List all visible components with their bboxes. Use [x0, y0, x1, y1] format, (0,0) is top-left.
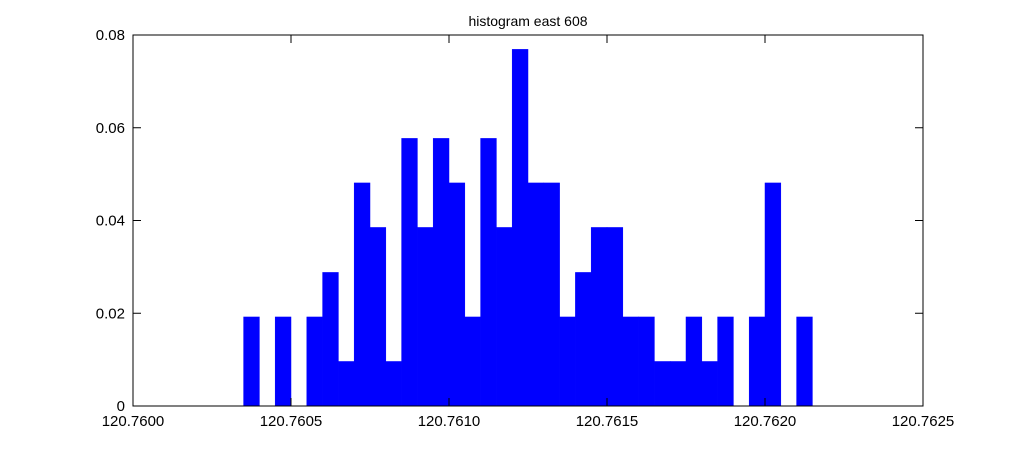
histogram-bar: [527, 182, 545, 407]
histogram-bar: [511, 49, 529, 407]
histogram-bar: [274, 316, 292, 407]
histogram-bar: [480, 138, 497, 407]
histogram-bar: [796, 316, 813, 407]
histogram-bar: [669, 361, 687, 407]
histogram-bar: [464, 316, 481, 407]
histogram-bar: [369, 227, 387, 407]
histogram-bar: [448, 182, 466, 407]
histogram-bar: [322, 272, 339, 407]
y-axis: 0 0.02 0.04 0.06 0.08: [96, 27, 923, 415]
x-tick-label: 120.7625: [892, 413, 955, 430]
x-tick-label: 120.7610: [418, 413, 481, 430]
x-tick-label: 120.7600: [102, 413, 165, 430]
x-tick-label: 120.7605: [260, 413, 323, 430]
histogram-bar: [717, 316, 734, 407]
histogram-bar: [353, 182, 371, 407]
histogram-bar: [701, 361, 718, 407]
histogram-bar: [401, 138, 418, 407]
x-tick-label: 120.7615: [576, 413, 639, 430]
histogram-bar: [590, 227, 608, 407]
histogram-bars: [243, 49, 813, 407]
histogram-bar: [748, 316, 766, 407]
histogram-bar: [385, 361, 402, 407]
y-tick-label: 0.06: [96, 120, 125, 137]
histogram-bar: [306, 316, 323, 407]
histogram-bar: [654, 361, 671, 407]
y-tick-label: 0.04: [96, 213, 125, 230]
histogram-bar: [575, 272, 592, 407]
histogram-bar: [417, 227, 434, 407]
histogram-bar: [606, 227, 624, 407]
x-axis: 120.7600 120.7605 120.7610 120.7615 120.7620…: [102, 35, 955, 430]
x-tick-label: 120.7620: [734, 413, 797, 430]
histogram-bar: [496, 227, 513, 407]
histogram-bar: [432, 138, 450, 407]
y-tick-label: 0.02: [96, 305, 125, 322]
histogram-bar: [559, 316, 576, 407]
histogram-bar: [764, 182, 782, 407]
histogram-bar: [243, 316, 260, 407]
histogram-bar: [338, 361, 355, 407]
histogram-bar: [543, 182, 560, 407]
histogram-bar: [638, 316, 655, 407]
histogram-bar: [622, 316, 639, 407]
chart-title: histogram east 608: [468, 13, 587, 29]
histogram-bar: [685, 316, 703, 407]
y-tick-label: 0: [117, 398, 125, 415]
y-tick-label: 0.08: [96, 27, 125, 44]
